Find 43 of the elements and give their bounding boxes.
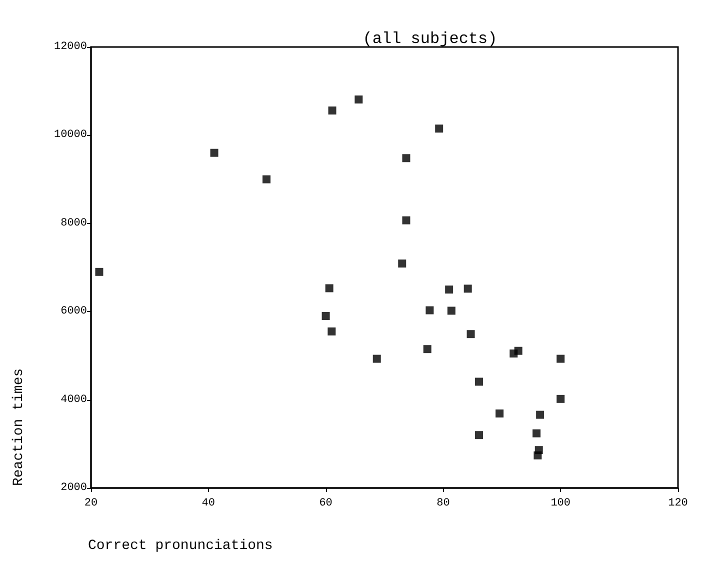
point xyxy=(556,394,565,403)
point xyxy=(536,410,544,419)
point xyxy=(322,312,330,320)
x-tick-label: 80 xyxy=(436,498,450,510)
y-tick-label: 2000 xyxy=(60,482,87,494)
point xyxy=(354,95,363,104)
point xyxy=(328,327,336,336)
point xyxy=(426,306,434,314)
y-tick-label: 10000 xyxy=(54,129,87,142)
point xyxy=(372,354,381,363)
point xyxy=(398,260,406,268)
x-axis-title: Correct pronunciations xyxy=(88,538,273,554)
y-tick-label: 8000 xyxy=(60,217,87,230)
point xyxy=(435,124,444,133)
point xyxy=(466,330,475,338)
y-axis-title: Reaction times xyxy=(11,368,27,486)
point xyxy=(445,286,454,294)
x-tick-label: 60 xyxy=(319,498,332,510)
point xyxy=(475,378,484,386)
point xyxy=(210,148,218,157)
point xyxy=(475,431,484,440)
point xyxy=(556,354,565,363)
y-tick-label: 6000 xyxy=(60,306,87,318)
point xyxy=(402,154,410,162)
x-tick-label: 20 xyxy=(84,498,98,510)
x-tick-label: 40 xyxy=(202,498,215,510)
point xyxy=(328,106,336,115)
point xyxy=(447,306,456,315)
point xyxy=(325,284,334,292)
chart-title: (all subjects) xyxy=(362,30,498,48)
x-tick-label: 100 xyxy=(550,498,571,510)
point xyxy=(423,345,432,354)
point xyxy=(534,451,542,460)
point xyxy=(95,268,104,276)
point xyxy=(532,429,541,438)
point xyxy=(514,346,522,355)
point xyxy=(464,284,472,293)
point xyxy=(262,175,271,184)
point xyxy=(402,216,410,224)
y-tick-label: 12000 xyxy=(54,41,87,53)
x-tick-label: 120 xyxy=(668,498,688,510)
y-tick-label: 4000 xyxy=(60,394,87,406)
point xyxy=(496,409,504,418)
